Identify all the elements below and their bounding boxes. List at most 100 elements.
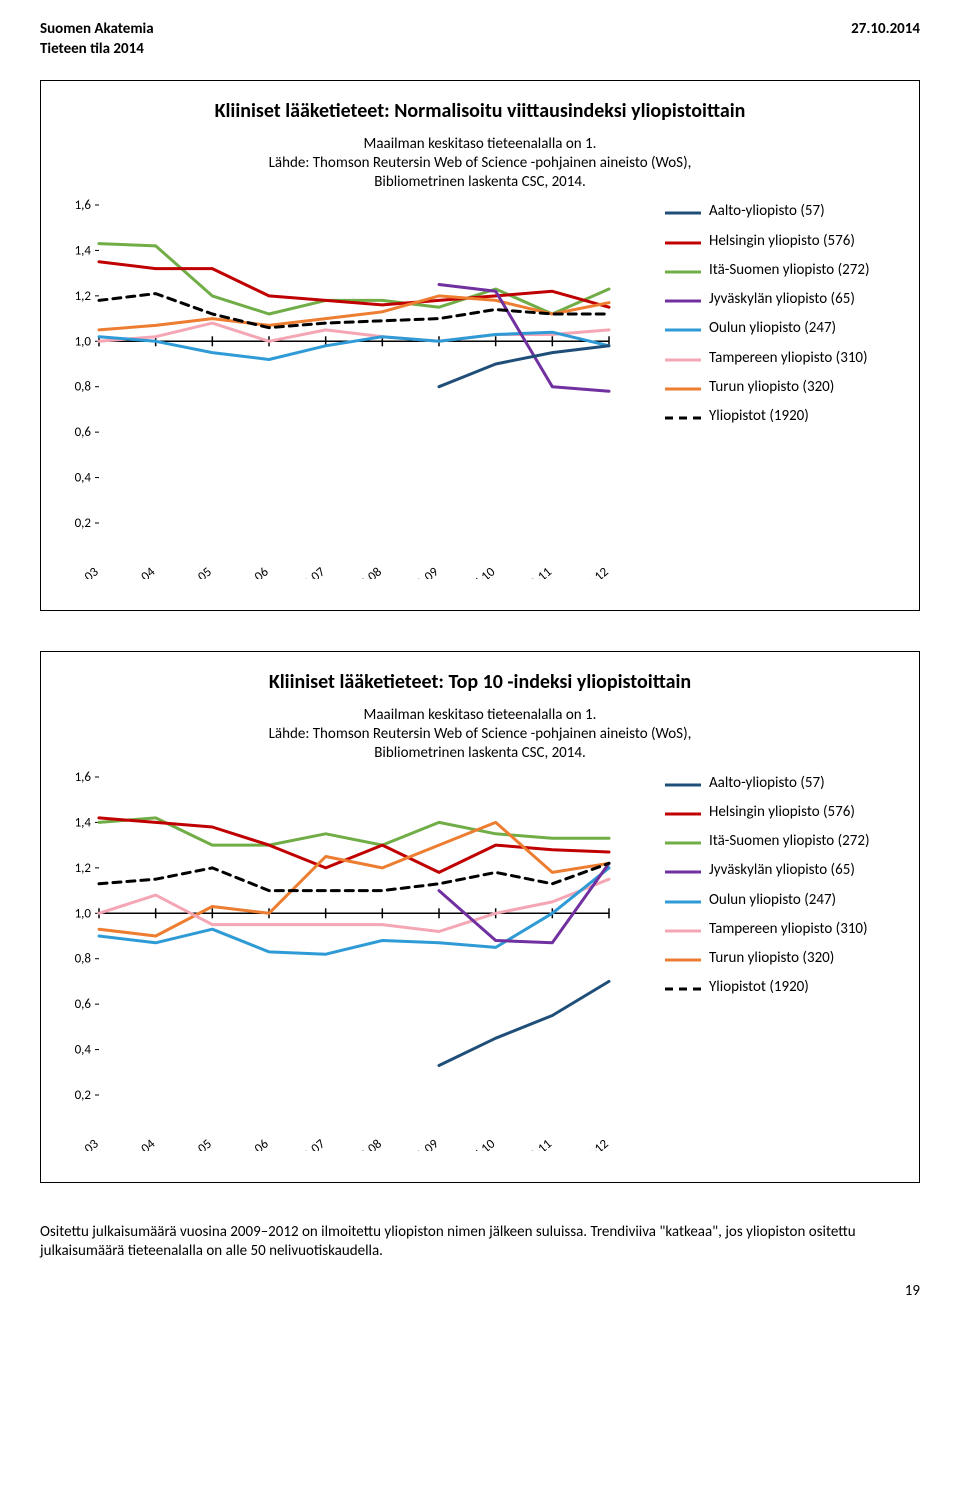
legend-item-yliopistot: Yliopistot (1920) (665, 979, 903, 996)
legend-item-itasuomen: Itä-Suomen yliopisto (272) (665, 833, 903, 850)
legend-swatch-turku (665, 383, 701, 395)
page-header: Suomen Akatemia 27.10.2014 (40, 20, 920, 38)
legend-label-itasuomen: Itä-Suomen yliopisto (272) (709, 262, 903, 279)
svg-text:0,2: 0,2 (75, 516, 92, 531)
legend-item-aalto: Aalto-yliopisto (57) (665, 775, 903, 792)
svg-text:2000-03: 2000-03 (59, 1136, 102, 1151)
svg-text:0,8: 0,8 (75, 951, 92, 966)
legend-swatch-oulu (665, 896, 701, 908)
chart-2-plot: 0,2 0,4 0,6 0,8 1,0 1,2 1,4 1,6 2000-03 2001-04 20… (57, 771, 659, 1156)
legend-label-turku: Turun yliopisto (320) (709, 950, 903, 967)
svg-text:2001-04: 2001-04 (115, 565, 158, 580)
page: Suomen Akatemia 27.10.2014 Tieteen tila … (0, 0, 960, 1330)
legend-item-helsinki: Helsingin yliopisto (576) (665, 233, 903, 250)
svg-text:0,8: 0,8 (75, 380, 92, 395)
chart-1-subtitle: Maailman keskitaso tieteenalalla on 1. L… (57, 135, 903, 191)
legend-item-itasuomen: Itä-Suomen yliopisto (272) (665, 262, 903, 279)
legend-swatch-jyvaskyla (665, 295, 701, 307)
legend-item-jyvaskyla: Jyväskylän yliopisto (65) (665, 862, 903, 879)
legend-swatch-aalto (665, 207, 701, 219)
svg-text:2006-09: 2006-09 (399, 565, 442, 580)
legend-swatch-oulu (665, 324, 701, 336)
legend-item-turku: Turun yliopisto (320) (665, 379, 903, 396)
chart-2-title: Kliiniset lääketieteet: Top 10 -indeksi … (57, 670, 903, 694)
svg-text:2004-07: 2004-07 (285, 1136, 328, 1151)
chart-1-sub-1: Maailman keskitaso tieteenalalla on 1. (364, 135, 597, 153)
svg-text:2005-08: 2005-08 (342, 1136, 385, 1151)
svg-text:0,6: 0,6 (75, 425, 92, 440)
chart-2-sub-2: Lähde: Thomson Reutersin Web of Science … (269, 725, 692, 743)
svg-text:1,4: 1,4 (75, 244, 92, 259)
legend-swatch-itasuomen (665, 266, 701, 278)
legend-label-aalto: Aalto-yliopisto (57) (709, 775, 903, 792)
legend-label-helsinki: Helsingin yliopisto (576) (709, 804, 903, 821)
svg-text:2007-10: 2007-10 (455, 1136, 498, 1151)
chart-2-svg: 0,2 0,4 0,6 0,8 1,0 1,2 1,4 1,6 2000-03 2001-04 20… (57, 771, 617, 1151)
svg-text:2006-09: 2006-09 (399, 1136, 442, 1151)
legend-swatch-yliopistot (665, 412, 701, 424)
legend-swatch-itasuomen (665, 837, 701, 849)
legend-label-yliopistot: Yliopistot (1920) (709, 408, 903, 425)
svg-text:2003-06: 2003-06 (229, 1136, 272, 1151)
legend-item-aalto: Aalto-yliopisto (57) (665, 203, 903, 220)
svg-text:2001-04: 2001-04 (115, 1136, 158, 1151)
chart-1-sub-2: Lähde: Thomson Reutersin Web of Science … (269, 154, 692, 172)
legend-swatch-turku (665, 954, 701, 966)
chart-1-title: Kliiniset lääketieteet: Normalisoitu vii… (57, 99, 903, 123)
legend-swatch-tampere (665, 925, 701, 937)
legend-item-helsinki: Helsingin yliopisto (576) (665, 804, 903, 821)
svg-text:2008-11: 2008-11 (512, 1136, 555, 1150)
chart-1-legend: Aalto-yliopisto (57) Helsingin yliopisto … (659, 199, 903, 584)
svg-text:1,4: 1,4 (75, 815, 92, 830)
svg-text:2002-05: 2002-05 (172, 1136, 215, 1150)
legend-swatch-jyvaskyla (665, 866, 701, 878)
svg-text:2004-07: 2004-07 (285, 565, 328, 580)
legend-label-tampere: Tampereen yliopisto (310) (709, 921, 903, 938)
header-left-1: Suomen Akatemia (40, 20, 154, 38)
svg-text:0,4: 0,4 (75, 471, 92, 486)
chart-1-box: Kliiniset lääketieteet: Normalisoitu vii… (40, 80, 920, 611)
legend-label-helsinki: Helsingin yliopisto (576) (709, 233, 903, 250)
legend-item-tampere: Tampereen yliopisto (310) (665, 921, 903, 938)
chart-2-subtitle: Maailman keskitaso tieteenalalla on 1. L… (57, 706, 903, 762)
svg-text:2007-10: 2007-10 (455, 565, 498, 580)
legend-item-oulu: Oulun yliopisto (247) (665, 892, 903, 909)
svg-text:2005-08: 2005-08 (342, 565, 385, 580)
legend-item-tampere: Tampereen yliopisto (310) (665, 350, 903, 367)
legend-label-tampere: Tampereen yliopisto (310) (709, 350, 903, 367)
footnote: Ositettu julkaisumäärä vuosina 2009–2012… (40, 1223, 920, 1262)
header-right: 27.10.2014 (851, 20, 920, 38)
svg-text:1,0: 1,0 (75, 906, 92, 921)
svg-text:0,4: 0,4 (75, 1042, 92, 1057)
svg-text:2003-06: 2003-06 (229, 565, 272, 580)
svg-text:1,6: 1,6 (75, 199, 92, 213)
legend-item-yliopistot: Yliopistot (1920) (665, 408, 903, 425)
legend-swatch-helsinki (665, 237, 701, 249)
legend-swatch-aalto (665, 779, 701, 791)
legend-label-turku: Turun yliopisto (320) (709, 379, 903, 396)
svg-text:1,0: 1,0 (75, 335, 92, 350)
svg-text:1,2: 1,2 (75, 289, 92, 304)
svg-text:0,6: 0,6 (75, 997, 92, 1012)
svg-text:2000-03: 2000-03 (59, 565, 102, 580)
legend-swatch-tampere (665, 354, 701, 366)
legend-item-jyvaskyla: Jyväskylän yliopisto (65) (665, 291, 903, 308)
svg-text:1,6: 1,6 (75, 771, 92, 785)
legend-item-turku: Turun yliopisto (320) (665, 950, 903, 967)
page-number: 19 (40, 1282, 920, 1300)
chart-1-plot: 0,2 0,4 0,6 0,8 1,0 1,2 1,4 1,6 2000-03 2001-04 20… (57, 199, 659, 584)
legend-swatch-helsinki (665, 808, 701, 820)
svg-text:0,2: 0,2 (75, 1088, 92, 1103)
svg-text:1,2: 1,2 (75, 860, 92, 875)
legend-label-aalto: Aalto-yliopisto (57) (709, 203, 903, 220)
legend-label-itasuomen: Itä-Suomen yliopisto (272) (709, 833, 903, 850)
legend-label-yliopistot: Yliopistot (1920) (709, 979, 903, 996)
legend-label-oulu: Oulun yliopisto (247) (709, 892, 903, 909)
legend-label-jyvaskyla: Jyväskylän yliopisto (65) (709, 862, 903, 879)
chart-2-sub-3: Bibliometrinen laskenta CSC, 2014. (374, 744, 586, 762)
legend-label-jyvaskyla: Jyväskylän yliopisto (65) (709, 291, 903, 308)
header-left-2: Tieteen tila 2014 (40, 40, 920, 58)
chart-1-sub-3: Bibliometrinen laskenta CSC, 2014. (374, 173, 586, 191)
svg-text:2009-12: 2009-12 (569, 565, 612, 580)
svg-text:2008-11: 2008-11 (512, 565, 555, 579)
